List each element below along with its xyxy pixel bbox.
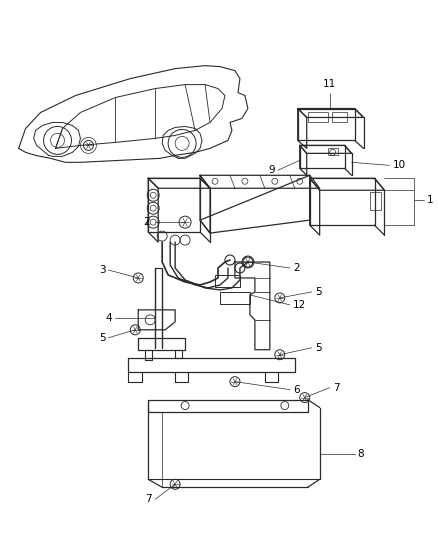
Text: 8: 8 [357,449,364,459]
Text: 10: 10 [392,160,406,171]
Text: 12: 12 [293,300,306,310]
Bar [220,292,250,304]
Text: 7: 7 [332,383,339,393]
Text: 9: 9 [268,165,275,175]
Text: 5: 5 [99,333,106,343]
Bar [332,112,346,123]
Bar [328,148,338,155]
Text: 4: 4 [106,313,112,323]
Text: 2: 2 [144,217,150,227]
Text: 1: 1 [426,195,433,205]
Text: 2: 2 [293,263,300,273]
Bar [308,112,328,123]
Text: 5: 5 [314,343,321,353]
Text: 7: 7 [145,494,152,504]
Bar [370,192,381,210]
Text: 3: 3 [99,265,106,275]
Bar [215,275,240,287]
Text: 5: 5 [314,287,321,297]
Text: 6: 6 [293,385,300,394]
Text: 11: 11 [323,78,336,88]
